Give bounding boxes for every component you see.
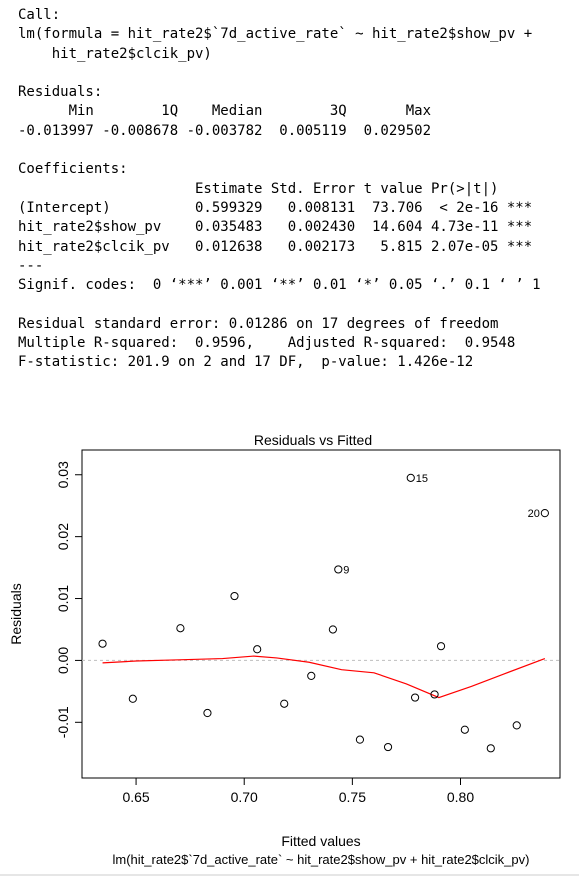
residual-point	[177, 625, 184, 632]
residual-point	[384, 743, 391, 750]
console-line: Min 1Q Median 3Q Max	[18, 102, 541, 121]
console-line: Signif. codes: 0 ‘***’ 0.001 ‘**’ 0.01 ‘…	[18, 276, 541, 295]
plot-frame	[82, 450, 560, 778]
x-tick-label: 0.75	[339, 789, 366, 805]
console-line: -0.013997 -0.008678 -0.003782 0.005119 0…	[18, 122, 541, 141]
y-tick-label: -0.01	[55, 706, 71, 738]
console-line: hit_rate2$clcik_pv 0.012638 0.002173 5.8…	[18, 238, 541, 257]
residual-point	[487, 745, 494, 752]
residual-point	[329, 626, 336, 633]
console-line: F-statistic: 201.9 on 2 and 17 DF, p-val…	[18, 353, 541, 372]
residual-point	[541, 510, 548, 517]
residual-points: 9 15 20	[99, 473, 549, 752]
chart-subtitle: lm(hit_rate2$`7d_active_rate` ~ hit_rate…	[113, 852, 530, 867]
x-tick-label: 0.70	[231, 789, 258, 805]
x-tick-label: 0.80	[447, 789, 474, 805]
chart-title: Residuals vs Fitted	[254, 432, 372, 448]
console-line: hit_rate2$clcik_pv)	[18, 45, 541, 64]
residual-point	[513, 722, 520, 729]
console-line: Residual standard error: 0.01286 on 17 d…	[18, 315, 541, 334]
residual-point	[254, 646, 261, 653]
console-line: Multiple R-squared: 0.9596, Adjusted R-s…	[18, 334, 541, 353]
residual-point	[129, 695, 136, 702]
y-tick-label: 0.02	[55, 523, 71, 550]
x-axis: 0.65 0.70 0.75 0.80	[122, 778, 474, 805]
console-line: (Intercept) 0.599329 0.008131 73.706 < 2…	[18, 199, 541, 218]
bottom-divider	[0, 874, 579, 876]
console-line: Estimate Std. Error t value Pr(>|t|)	[18, 180, 541, 199]
console-line	[18, 141, 541, 160]
residual-point	[204, 709, 211, 716]
y-tick-label: 0.03	[55, 461, 71, 488]
regression-summary-output: Call: lm(formula = hit_rate2$`7d_active_r…	[18, 6, 541, 373]
point-label: 15	[416, 473, 428, 485]
residual-point	[231, 592, 238, 599]
residual-point	[437, 643, 444, 650]
residual-point	[461, 726, 468, 733]
console-line	[18, 295, 541, 314]
console-line: ---	[18, 257, 541, 276]
console-line: hit_rate2$show_pv 0.035483 0.002430 14.6…	[18, 218, 541, 237]
lowess-smoother-line	[103, 656, 545, 697]
residuals-vs-fitted-plot: Residuals vs Fitted 0.65 0.70 0.75 0.80 -0.…	[0, 420, 579, 874]
console-line: lm(formula = hit_rate2$`7d_active_rate` …	[18, 25, 541, 44]
residual-point	[99, 640, 106, 647]
console-line	[18, 64, 541, 83]
residual-point	[411, 694, 418, 701]
y-tick-label: 0.00	[55, 647, 71, 674]
x-axis-label: Fitted values	[281, 833, 360, 849]
residual-point	[407, 474, 414, 481]
residual-point	[308, 672, 315, 679]
y-tick-label: 0.01	[55, 585, 71, 612]
y-axis: -0.01 0.00 0.01 0.02 0.03	[55, 461, 82, 738]
console-line: Call:	[18, 6, 541, 25]
point-label: 9	[343, 564, 349, 576]
residual-point	[356, 736, 363, 743]
y-axis-label: Residuals	[8, 583, 24, 644]
x-tick-label: 0.65	[122, 789, 149, 805]
residual-point	[335, 566, 342, 573]
residual-point	[281, 700, 288, 707]
console-line: Residuals:	[18, 83, 541, 102]
console-line: Coefficients:	[18, 160, 541, 179]
point-label: 20	[528, 508, 540, 520]
